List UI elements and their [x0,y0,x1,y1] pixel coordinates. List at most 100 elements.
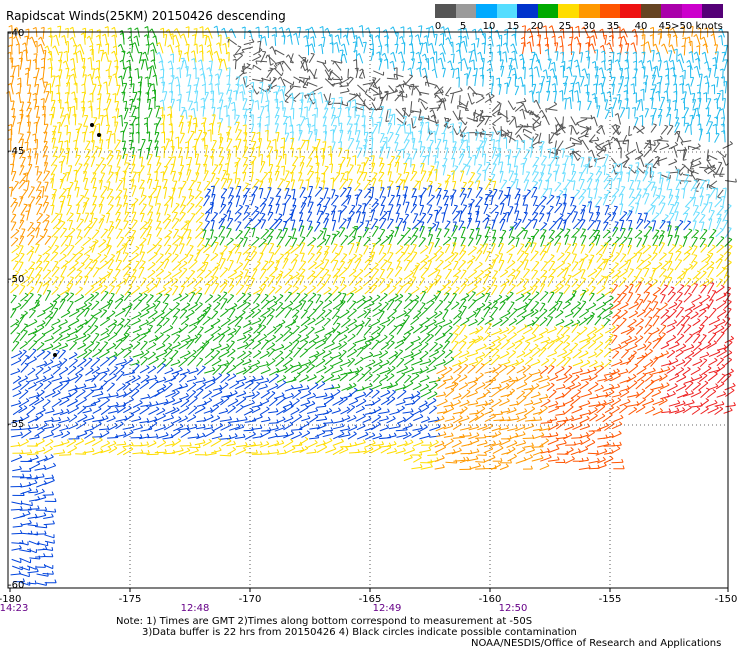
wind-barb [51,75,56,88]
wind-barb-flag [175,84,180,87]
wind-barb-flag [590,35,594,38]
wind-barb [164,245,172,255]
wind-barb [362,102,371,111]
wind-barb [243,172,247,182]
wind-barb-flag [121,50,126,53]
wind-barb [244,115,248,126]
wind-barb-flag [572,150,574,155]
wind-barb [274,115,280,125]
wind-barb-flag [27,59,31,62]
wind-barb [44,182,49,192]
wind-barb [170,99,175,109]
wind-barb-flag [157,220,161,222]
wind-barb [211,140,217,151]
wind-barb-flag [718,197,723,200]
wind-barb [320,92,324,104]
wind-barb [155,146,159,157]
wind-barb [210,202,214,214]
wind-barb-flag [585,73,590,76]
wind-barb-flag [115,108,119,110]
wind-barb [307,196,312,207]
wind-barb [643,51,646,64]
wind-barb-flag [616,93,621,96]
wind-barb-flag [191,58,195,61]
wind-barb-flag [289,93,293,96]
wind-barb [358,53,364,64]
wind-barb-flag [258,34,262,37]
wind-barb [28,197,36,208]
wind-barb [563,213,572,224]
wind-barb [674,221,684,231]
wind-barb [187,131,195,143]
wind-barb-flag [94,75,99,79]
wind-barb [90,218,98,229]
wind-barb [314,114,316,126]
wind-barb-flag [472,74,477,77]
wind-barb-flag [81,66,86,68]
wind-barb-flag [248,217,253,220]
wind-barb-flag [87,73,91,77]
wind-barb-flag [614,112,619,116]
wind-barb-flag [456,49,460,53]
wind-barb-flag [15,228,20,232]
wind-barb [394,91,404,102]
wind-barb [363,124,366,136]
wind-barb-flag [230,101,235,105]
wind-barb [716,116,719,126]
wind-barb-flag [229,217,233,220]
wind-barb [594,61,597,71]
wind-barb-flag [412,126,417,129]
wind-barb [50,51,53,61]
wind-barb [371,186,374,198]
wind-barb [508,170,515,182]
wind-barb [52,126,57,136]
wind-barb [355,106,365,111]
wind-barb [602,222,609,231]
wind-barb [361,68,366,79]
wind-barb [242,84,246,95]
wind-barb-flag [217,133,222,136]
wind-barb [276,86,281,96]
wind-barb [84,141,91,151]
wind-barb [538,59,542,71]
wind-barb-flag [472,154,476,157]
wind-barb [468,229,475,239]
wind-barb [452,158,456,168]
wind-barb-flag [528,146,533,149]
wind-barb-flag [255,26,260,29]
wind-barb-flag [390,229,395,232]
wind-barb [19,57,23,70]
wind-barb-flag [344,171,349,173]
wind-barb [345,34,350,46]
wind-barb [578,172,583,182]
wind-barb-flag [254,206,259,209]
wind-barb [274,68,282,77]
wind-barb [476,245,484,254]
wind-barb [99,204,103,214]
wind-barb-flag [449,195,454,197]
wind-barb-flag [655,212,660,215]
wind-barb [195,117,198,128]
wind-barb-flag [166,235,171,238]
wind-barb [188,189,193,199]
wind-barb-flag [221,27,225,31]
wind-barb [540,164,546,176]
wind-barb [180,156,183,166]
wind-barb [121,75,124,87]
wind-barb-flag [568,26,573,29]
wind-barb [369,87,380,95]
wind-barb [370,173,378,183]
wind-barb-flag [142,51,146,55]
wind-barb [491,102,501,112]
wind-barb-flag [222,42,226,46]
wind-barb [26,36,29,46]
wind-barb [642,235,648,247]
wind-barb [535,53,540,64]
wind-barb-flag [246,211,250,215]
wind-barb [16,27,21,39]
wind-barb [626,51,629,63]
wind-barb-flag [445,27,449,31]
wind-barb-flag [697,97,702,100]
wind-barb [132,132,134,143]
wind-barb-flag [384,90,389,93]
